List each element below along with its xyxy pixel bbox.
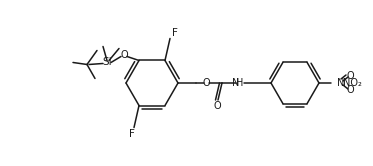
Text: N: N — [337, 78, 345, 88]
Text: O: O — [120, 50, 128, 60]
Text: O: O — [213, 101, 221, 111]
Text: O: O — [202, 78, 210, 88]
Text: H: H — [236, 78, 244, 88]
Text: O: O — [346, 85, 354, 95]
Text: O: O — [346, 71, 354, 81]
Text: N: N — [232, 78, 240, 88]
Text: F: F — [129, 128, 135, 138]
Text: Si: Si — [102, 57, 112, 68]
Text: F: F — [172, 29, 178, 39]
Text: NO₂: NO₂ — [343, 78, 362, 88]
